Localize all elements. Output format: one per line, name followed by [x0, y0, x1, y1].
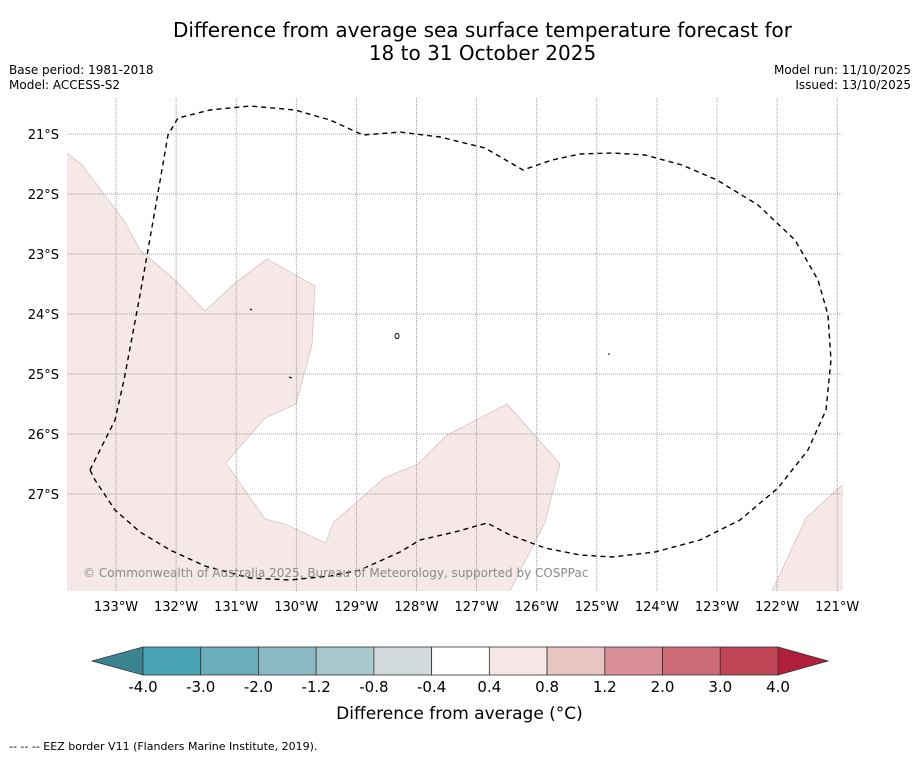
map-plot-area: © Commonwealth of Australia 2025, Bureau… — [67, 98, 843, 591]
lon-label: 124°W — [635, 600, 679, 615]
map-title: Difference from average sea surface temp… — [0, 19, 919, 65]
anomaly-regions — [67, 152, 843, 591]
colorbar-tick-label: -0.8 — [359, 678, 388, 696]
title-line-2: 18 to 31 October 2025 — [368, 41, 597, 65]
colorbar-tick-label: 1.2 — [593, 678, 617, 696]
gridlines — [67, 98, 843, 591]
colorbar-label: Difference from average (°C) — [336, 704, 583, 724]
lon-label: 133°W — [94, 600, 138, 615]
colorbar-tick-label: 4.0 — [766, 678, 790, 696]
lon-label: 122°W — [755, 600, 799, 615]
colorbar-over-arrow — [777, 646, 830, 676]
model-name: Model: ACCESS-S2 — [9, 78, 121, 92]
lon-label: 125°W — [575, 600, 619, 615]
colorbar-ticks: -4.0 -3.0 -2.0 -1.2 -0.8 -0.4 0.4 0.8 1.2 2.0 3.0 4… — [128, 678, 790, 696]
colorbar-box — [604, 646, 663, 676]
lat-label: 25°S — [28, 368, 59, 383]
lat-label: 21°S — [28, 128, 59, 143]
colorbar-tick-label: -2.0 — [244, 678, 273, 696]
colorbar-tick-label: -4.0 — [128, 678, 157, 696]
title-line-1: Difference from average sea surface temp… — [172, 18, 792, 42]
colorbar-box — [373, 646, 433, 676]
colorbar-tick-label: -0.4 — [417, 678, 446, 696]
colorbar-tick-label: -1.2 — [302, 678, 331, 696]
island-mark — [288, 376, 293, 379]
meta-right: Model run: 11/10/2025 Issued: 13/10/2025 — [774, 63, 911, 93]
meta-left: Base period: 1981-2018 Model: ACCESS-S2 — [9, 63, 154, 93]
lon-label: 126°W — [515, 600, 559, 615]
colorbar-tick-label: -3.0 — [186, 678, 215, 696]
latitude-labels: 21°S 22°S 23°S 24°S 25°S 26°S 27°S — [28, 128, 59, 503]
colorbar-box — [662, 646, 721, 676]
colorbar-box — [546, 646, 606, 676]
lon-label: 128°W — [394, 600, 438, 615]
colorbar-box — [719, 646, 779, 676]
eez-border — [89, 105, 832, 581]
anomaly-region-west — [67, 153, 560, 591]
land-outline-east — [771, 484, 843, 591]
eez-footnote: -- -- -- EEZ border V11 (Flanders Marine… — [9, 740, 318, 753]
islands — [249, 308, 610, 379]
anomaly-region-east — [772, 485, 843, 591]
island-mark — [249, 308, 253, 311]
colorbar-box — [431, 646, 490, 676]
colorbar-under-arrow — [90, 646, 144, 676]
colorbar-tick-label: 3.0 — [708, 678, 732, 696]
model-run: Model run: 11/10/2025 — [773, 63, 911, 77]
lat-label: 23°S — [28, 248, 59, 263]
colorbar: -4.0 -3.0 -2.0 -1.2 -0.8 -0.4 0.4 0.8 1.2 2.0 3.0 4… — [90, 646, 830, 696]
land-outline-west — [67, 152, 561, 591]
lat-label: 24°S — [28, 308, 59, 323]
longitude-labels: 133°W 132°W 131°W 130°W 129°W 128°W 127°W 126°W… — [94, 600, 860, 615]
lat-label: 22°S — [28, 188, 59, 203]
lon-label: 131°W — [214, 600, 258, 615]
map-figure: © Commonwealth of Australia 2025, Bureau… — [28, 98, 860, 615]
lat-label: 27°S — [28, 488, 59, 503]
colorbar-box — [142, 646, 202, 676]
colorbar-box — [488, 646, 548, 676]
lon-label: 121°W — [815, 600, 859, 615]
colorbar-box — [200, 646, 259, 676]
colorbar-tick-label: 2.0 — [651, 678, 675, 696]
lon-label: 130°W — [274, 600, 318, 615]
lon-label: 129°W — [334, 600, 378, 615]
base-period: Base period: 1981-2018 — [9, 63, 154, 77]
lat-label: 26°S — [28, 428, 59, 443]
issued-date: Issued: 13/10/2025 — [795, 78, 911, 92]
island-mark — [394, 333, 400, 339]
copyright-text: © Commonwealth of Australia 2025, Bureau… — [83, 566, 588, 580]
colorbar-tick-label: 0.4 — [477, 678, 501, 696]
lon-label: 132°W — [154, 600, 198, 615]
colorbar-boxes — [90, 646, 830, 676]
lon-label: 127°W — [455, 600, 499, 615]
colorbar-box — [258, 646, 317, 676]
colorbar-tick-label: 0.8 — [535, 678, 559, 696]
lon-label: 123°W — [695, 600, 739, 615]
colorbar-box — [315, 646, 375, 676]
